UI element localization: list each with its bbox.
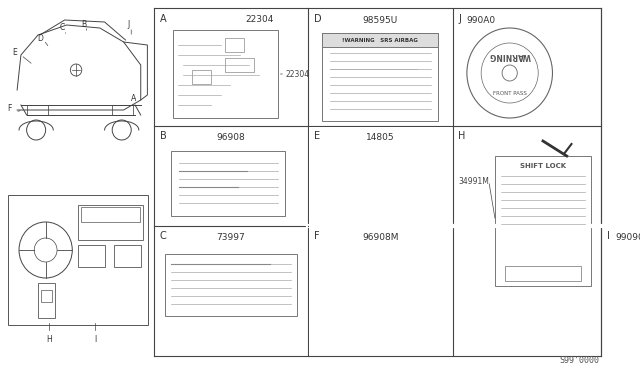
Text: WARNING: WARNING bbox=[489, 51, 531, 60]
Bar bbox=[309, 127, 452, 355]
Text: I: I bbox=[607, 231, 609, 241]
Bar bbox=[323, 33, 438, 121]
Bar bbox=[323, 33, 438, 47]
Text: !WARNING   SRS AIRBAG: !WARNING SRS AIRBAG bbox=[342, 38, 419, 42]
Bar bbox=[495, 156, 591, 286]
Text: 34991M: 34991M bbox=[458, 176, 489, 186]
Bar bbox=[114, 245, 141, 267]
Bar bbox=[41, 290, 52, 302]
Text: J: J bbox=[127, 19, 129, 29]
Text: 14805: 14805 bbox=[366, 133, 395, 142]
Bar bbox=[27, 105, 47, 115]
Text: H: H bbox=[458, 131, 466, 141]
Text: SHIFT LOCK: SHIFT LOCK bbox=[520, 163, 566, 169]
Bar bbox=[225, 58, 254, 72]
Bar bbox=[78, 205, 143, 240]
Text: E: E bbox=[314, 131, 320, 141]
Text: D: D bbox=[37, 33, 43, 42]
Bar bbox=[323, 148, 438, 220]
Bar bbox=[330, 198, 431, 216]
Text: 96908: 96908 bbox=[217, 133, 246, 142]
Text: 73997: 73997 bbox=[217, 233, 246, 242]
Text: C: C bbox=[59, 22, 65, 32]
Text: A: A bbox=[160, 14, 166, 24]
Bar bbox=[325, 248, 435, 350]
Bar bbox=[78, 245, 104, 267]
Text: 22304: 22304 bbox=[245, 15, 274, 24]
Text: B: B bbox=[81, 19, 86, 29]
Text: 98595U: 98595U bbox=[363, 16, 398, 25]
Text: H: H bbox=[47, 335, 52, 344]
Text: 14805: 14805 bbox=[366, 133, 395, 142]
Text: F: F bbox=[7, 103, 12, 112]
Bar bbox=[615, 248, 640, 350]
Text: C: C bbox=[160, 231, 166, 241]
Bar bbox=[112, 105, 133, 115]
Bar bbox=[166, 254, 297, 316]
Bar bbox=[171, 151, 285, 216]
Bar bbox=[192, 70, 211, 84]
Text: S99'0000: S99'0000 bbox=[559, 356, 599, 365]
Text: E: E bbox=[12, 48, 17, 57]
Bar bbox=[505, 266, 581, 281]
Text: B: B bbox=[160, 131, 166, 141]
Text: D: D bbox=[314, 14, 321, 24]
Bar bbox=[323, 148, 438, 303]
Bar bbox=[38, 283, 55, 318]
Text: I: I bbox=[94, 335, 96, 344]
Text: E: E bbox=[314, 131, 320, 141]
Bar bbox=[81, 207, 140, 222]
Text: FRONT PASS: FRONT PASS bbox=[493, 90, 527, 96]
Text: J: J bbox=[458, 14, 461, 24]
Text: 99090: 99090 bbox=[615, 233, 640, 242]
Text: A: A bbox=[131, 93, 136, 103]
Text: 990A0: 990A0 bbox=[467, 16, 496, 25]
Bar bbox=[8, 195, 148, 325]
Bar bbox=[173, 30, 278, 118]
Bar bbox=[225, 38, 244, 52]
Text: 22304: 22304 bbox=[285, 70, 309, 78]
Text: 96908M: 96908M bbox=[362, 233, 399, 242]
Text: F: F bbox=[314, 231, 319, 241]
Bar bbox=[330, 278, 431, 298]
